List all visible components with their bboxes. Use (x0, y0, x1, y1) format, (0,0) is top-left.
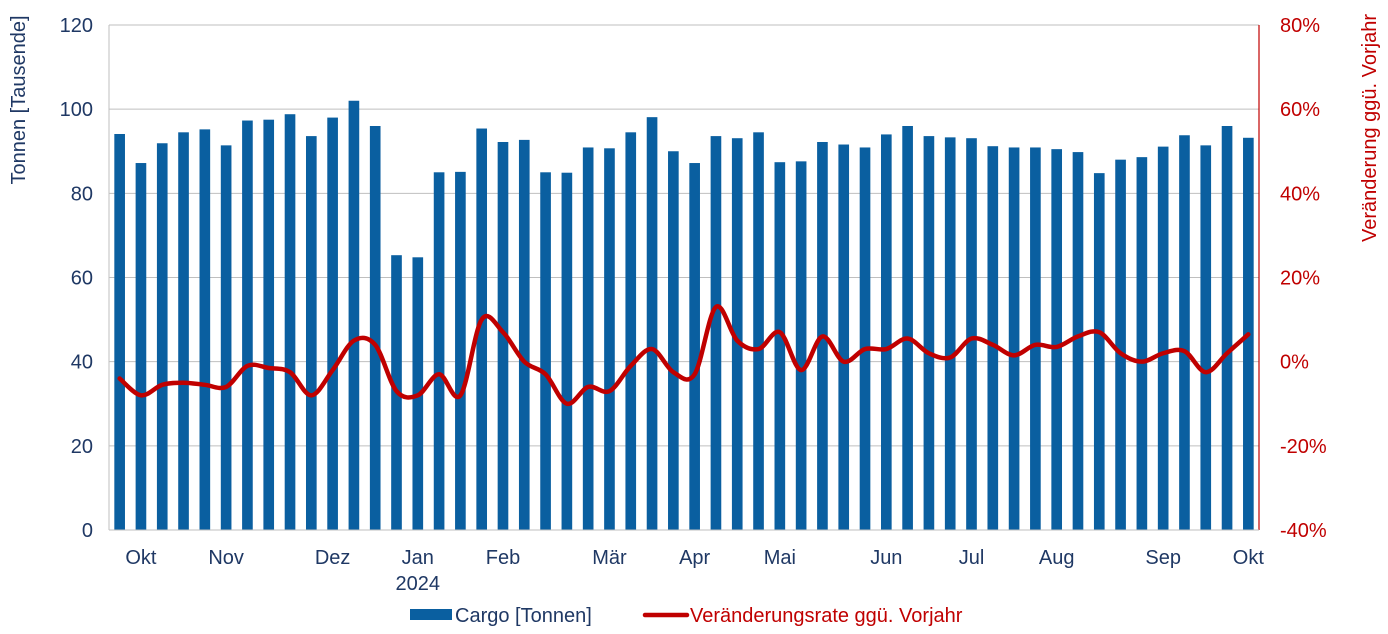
cargo-bar (710, 136, 722, 530)
cargo-bar (1072, 152, 1084, 530)
left-tick-label: 120 (60, 15, 93, 37)
legend: Cargo [Tonnen] Veränderungsrate ggü. Vor… (410, 605, 963, 627)
cargo-bar (178, 132, 189, 530)
right-tick-label: -40% (1280, 520, 1327, 542)
cargo-bar (433, 172, 445, 530)
left-tick-label: 40 (71, 352, 93, 374)
left-tick-label: 60 (71, 268, 93, 290)
cargo-bar (369, 126, 381, 530)
cargo-bar (284, 114, 296, 530)
cargo-bar (348, 100, 360, 530)
right-tick-label: 60% (1280, 99, 1320, 121)
x-tick-label: Mai (764, 547, 796, 569)
legend-line-label: Veränderungsrate ggü. Vorjahr (690, 605, 963, 627)
cargo-bar (987, 146, 999, 530)
cargo-bar (1093, 173, 1105, 530)
cargo-bar (1136, 157, 1148, 530)
cargo-bar (966, 138, 977, 530)
cargo-bar (476, 128, 488, 530)
right-tick-label: 0% (1280, 352, 1309, 374)
legend-bar-swatch (410, 609, 452, 620)
right-tick-label: 80% (1280, 15, 1320, 37)
x-tick-label: Feb (486, 547, 520, 569)
right-axis-title: Veränderung ggü. Vorjahr (1359, 14, 1381, 242)
axes (108, 25, 1260, 531)
cargo-bar (859, 147, 871, 530)
x-tick-label: Dez (315, 547, 351, 569)
x-tick-label: Jun (870, 547, 902, 569)
cargo-bar (156, 143, 168, 531)
cargo-bar (114, 133, 125, 530)
change-rate-line (117, 304, 1251, 407)
cargo-bar (668, 151, 679, 530)
cargo-bar (582, 147, 594, 530)
cargo-bar (1051, 149, 1063, 531)
left-axis-title: Tonnen [Tausende] (8, 15, 30, 184)
cargo-bar (497, 141, 509, 530)
right-tick-label: 20% (1280, 268, 1320, 290)
cargo-bar (838, 144, 850, 530)
left-tick-label: 100 (60, 99, 93, 121)
cargo-bar (1115, 159, 1126, 530)
x-tick-label: Okt (1233, 547, 1265, 569)
x-tick-label: Aug (1039, 547, 1075, 569)
cargo-bar (689, 163, 700, 531)
cargo-bar (625, 132, 637, 530)
legend-bar-label: Cargo [Tonnen] (455, 605, 592, 627)
cargo-bar (199, 129, 211, 530)
cargo-bar (305, 136, 317, 530)
cargo-bar (902, 126, 913, 530)
cargo-bar (1221, 126, 1233, 530)
right-tick-label: -20% (1280, 436, 1327, 458)
cargo-bar (220, 145, 232, 530)
cargo-bar (1030, 147, 1041, 530)
cargo-bar (561, 172, 573, 530)
cargo-bar (455, 171, 466, 530)
x-tick-label: Mär (592, 547, 627, 569)
cargo-bar (923, 136, 935, 530)
cargo-bars (114, 100, 1254, 531)
left-tick-label: 80 (71, 183, 93, 205)
cargo-bar (1008, 147, 1020, 530)
left-tick-label: 0 (82, 520, 93, 542)
x-tick-label: Jul (959, 547, 985, 569)
cargo-bar (263, 119, 275, 530)
right-tick-label: 40% (1280, 183, 1320, 205)
change-rate-path (117, 304, 1251, 407)
cargo-bar (753, 132, 764, 530)
cargo-bar (880, 134, 892, 530)
x-tick-label: Jan (402, 547, 434, 569)
cargo-bar (731, 138, 743, 530)
cargo-bar (646, 117, 658, 530)
x-tick-label: Apr (679, 547, 710, 569)
cargo-bar (604, 148, 615, 530)
cargo-bar (327, 117, 338, 530)
cargo-bar (1157, 146, 1169, 530)
x-tick-label: Sep (1145, 547, 1181, 569)
left-tick-label: 20 (71, 436, 93, 458)
x-tick-label: Nov (208, 547, 244, 569)
x-year-label: 2024 (396, 573, 441, 595)
cargo-bar (1179, 135, 1190, 530)
cargo-bar (135, 163, 147, 531)
x-tick-label: Okt (125, 547, 157, 569)
cargo-bar (242, 120, 253, 530)
cargo-bar (518, 139, 530, 530)
left-axis-ticks: 0 20 40 60 80 100 120 (60, 15, 93, 542)
cargo-bar (1200, 145, 1212, 530)
gridlines (109, 24, 1259, 447)
cargo-bar (795, 161, 807, 530)
cargo-bar (944, 137, 956, 531)
x-axis-ticks: Okt Nov Dez Jan Feb Mär Apr Mai Jun Jul Aug Sep Okt 2… (125, 547, 1264, 595)
right-axis-ticks: -40% -20% 0% 20% 40% 60% 80% (1280, 15, 1327, 542)
cargo-bar (774, 162, 786, 531)
cargo-bar (540, 172, 551, 530)
